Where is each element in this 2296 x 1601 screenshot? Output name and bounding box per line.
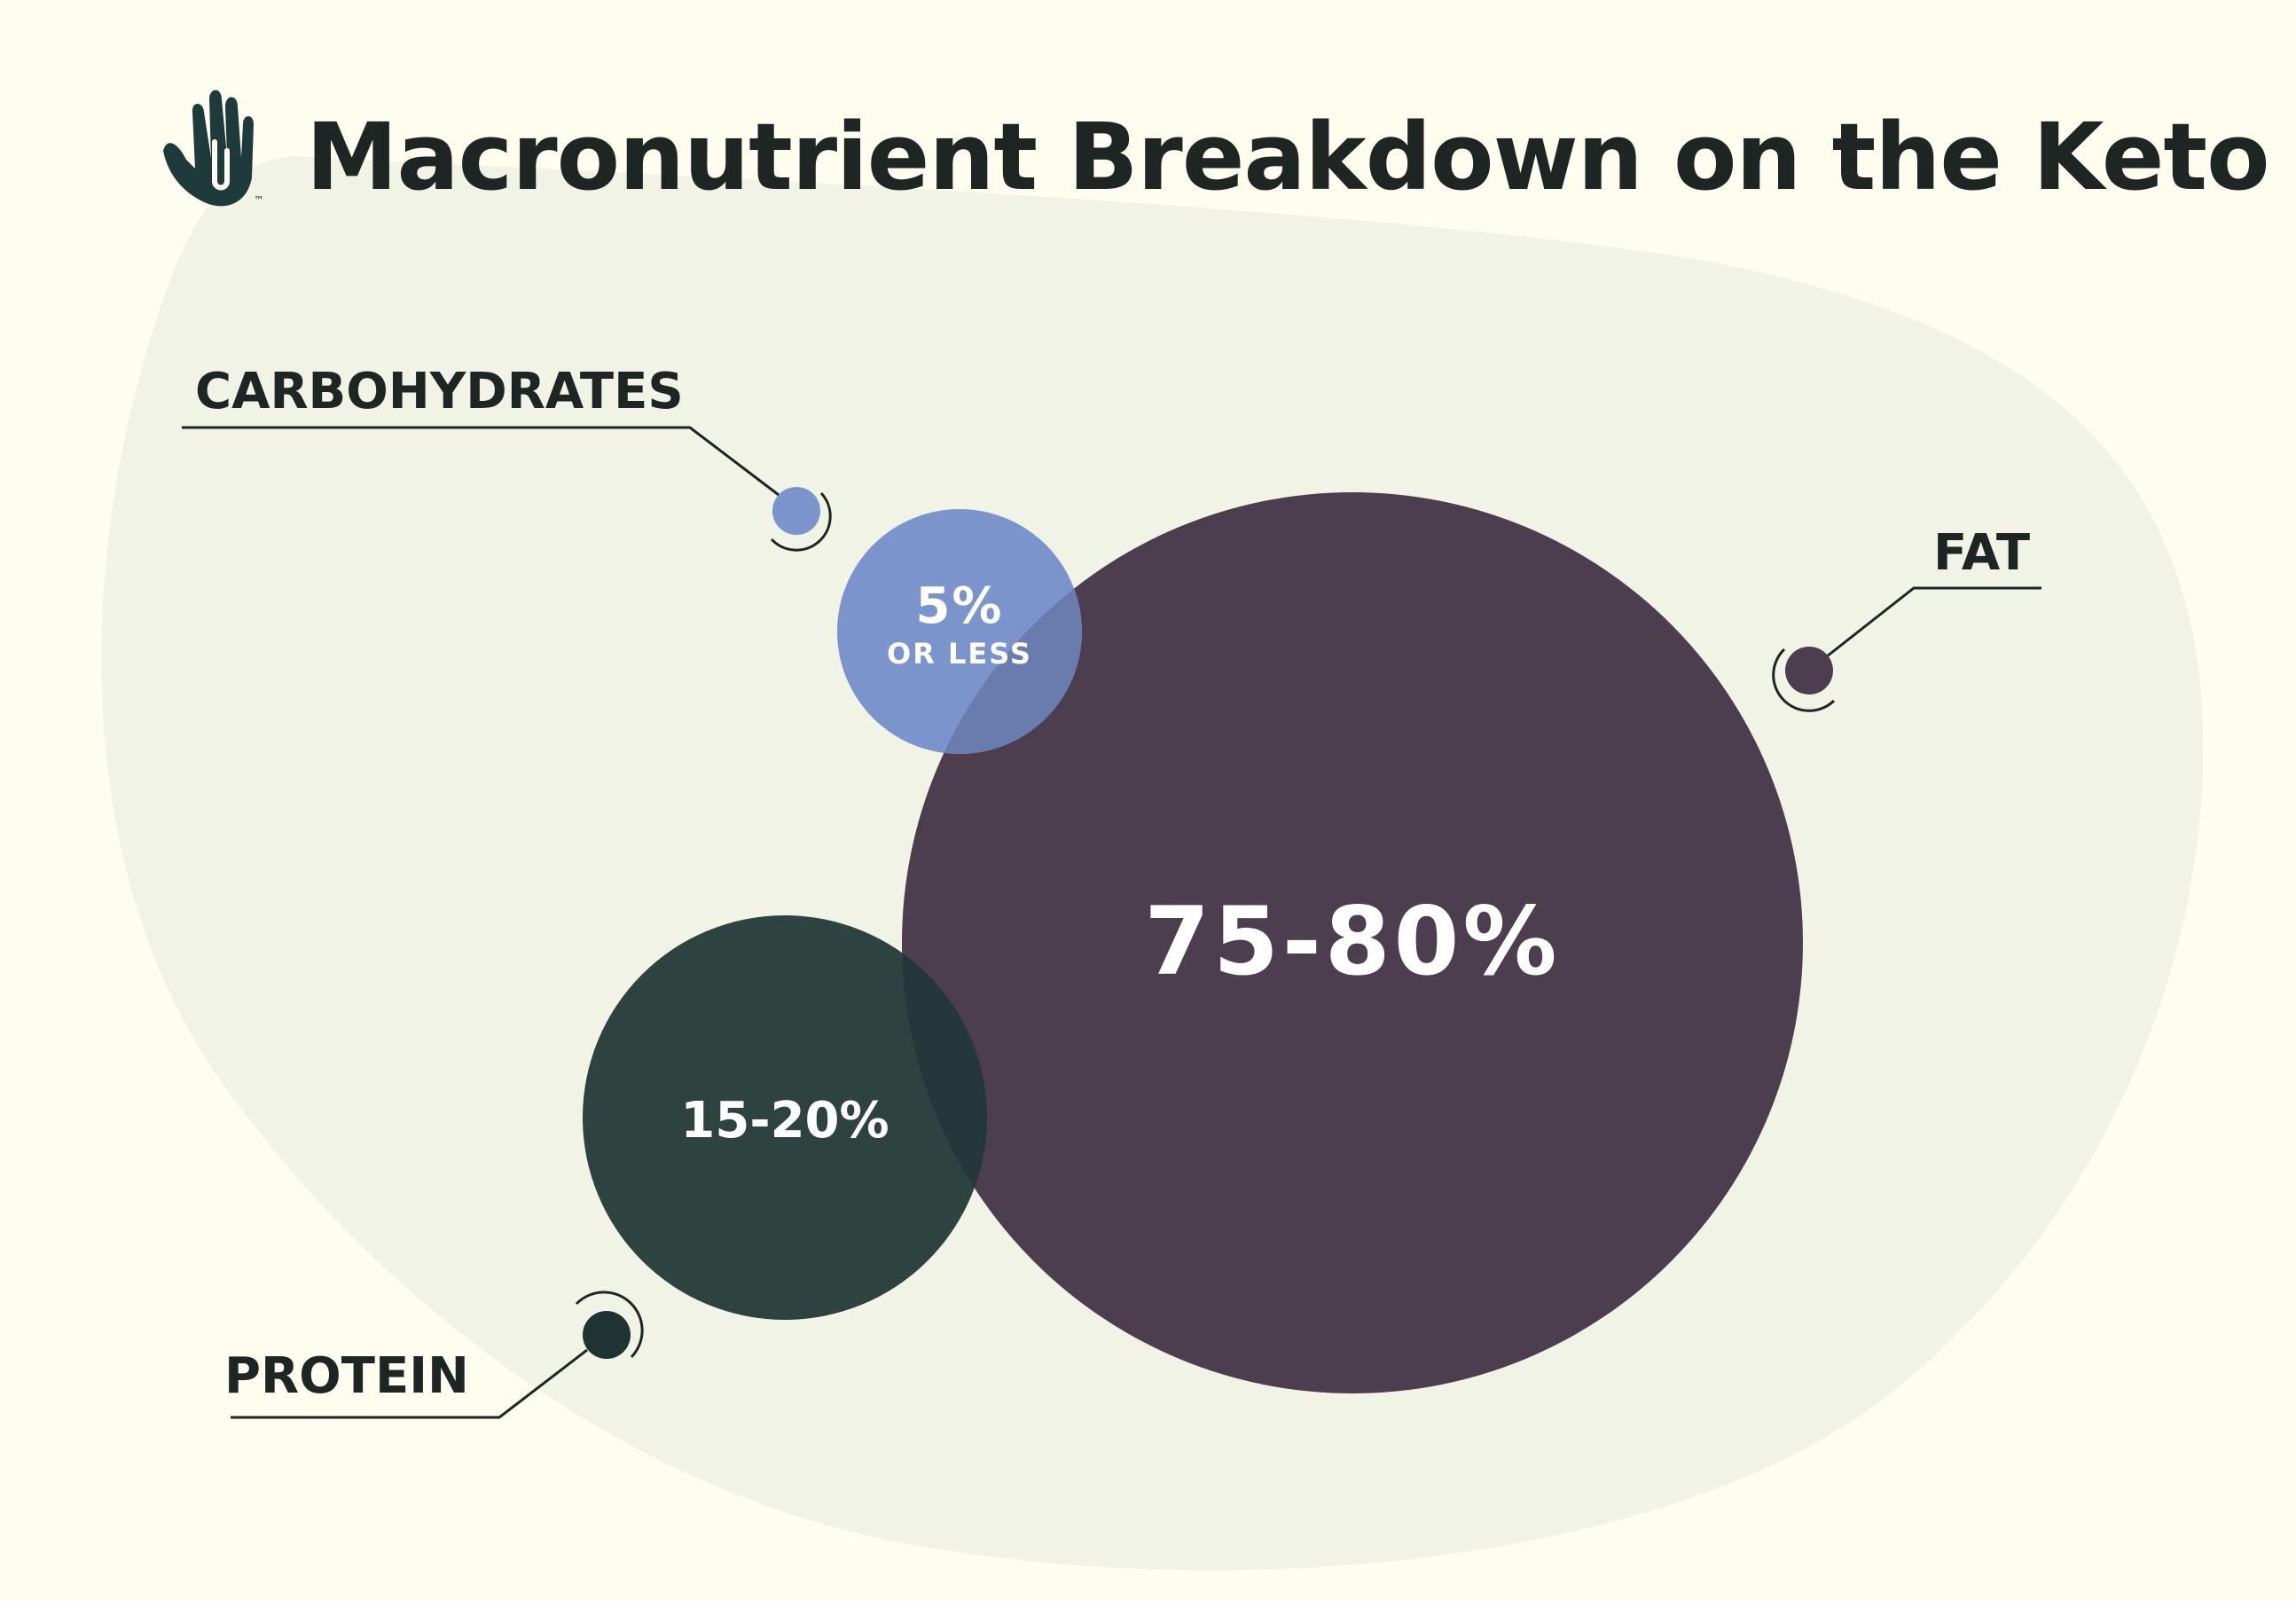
carbohydrates-marker-dot	[772, 487, 820, 535]
hand-logo-icon: ™	[163, 90, 264, 207]
carbohydrates-leader-line	[182, 426, 780, 497]
fat-callout-label: FAT	[1933, 524, 2030, 582]
fat-leader-line	[1826, 586, 2041, 658]
fat-value-label: 75-80%	[1144, 887, 1560, 996]
fat-callout: FAT	[1772, 524, 2041, 712]
protein-bubble	[583, 915, 987, 1320]
protein-marker-dot	[583, 1311, 631, 1359]
carbohydrates-fat-overlap	[944, 588, 1082, 754]
page-title: Macronutrient Breakdown on the Keto Diet	[306, 103, 2296, 211]
fat-marker-dot	[1785, 647, 1833, 695]
trademark-mark: ™	[254, 194, 264, 207]
carbohydrates-callout: CARBOHYDRATES	[182, 363, 832, 552]
protein-marker-ring	[575, 1291, 644, 1359]
bubble-group	[583, 492, 1803, 1393]
carbohydrates-sub-label: OR LESS	[887, 637, 1032, 671]
carbohydrates-marker-ring	[770, 491, 832, 552]
carbohydrates-callout-label: CARBOHYDRATES	[195, 363, 684, 420]
protein-value-label: 15-20%	[680, 1092, 889, 1150]
protein-callout: PROTEIN	[224, 1291, 644, 1419]
protein-leader-line	[231, 1348, 588, 1419]
protein-fat-overlap	[902, 953, 987, 1189]
fat-marker-ring	[1772, 647, 1836, 712]
protein-callout-label: PROTEIN	[224, 1347, 469, 1405]
fat-bubble	[902, 492, 1803, 1393]
carbohydrates-value-label: 5%	[915, 577, 1003, 635]
